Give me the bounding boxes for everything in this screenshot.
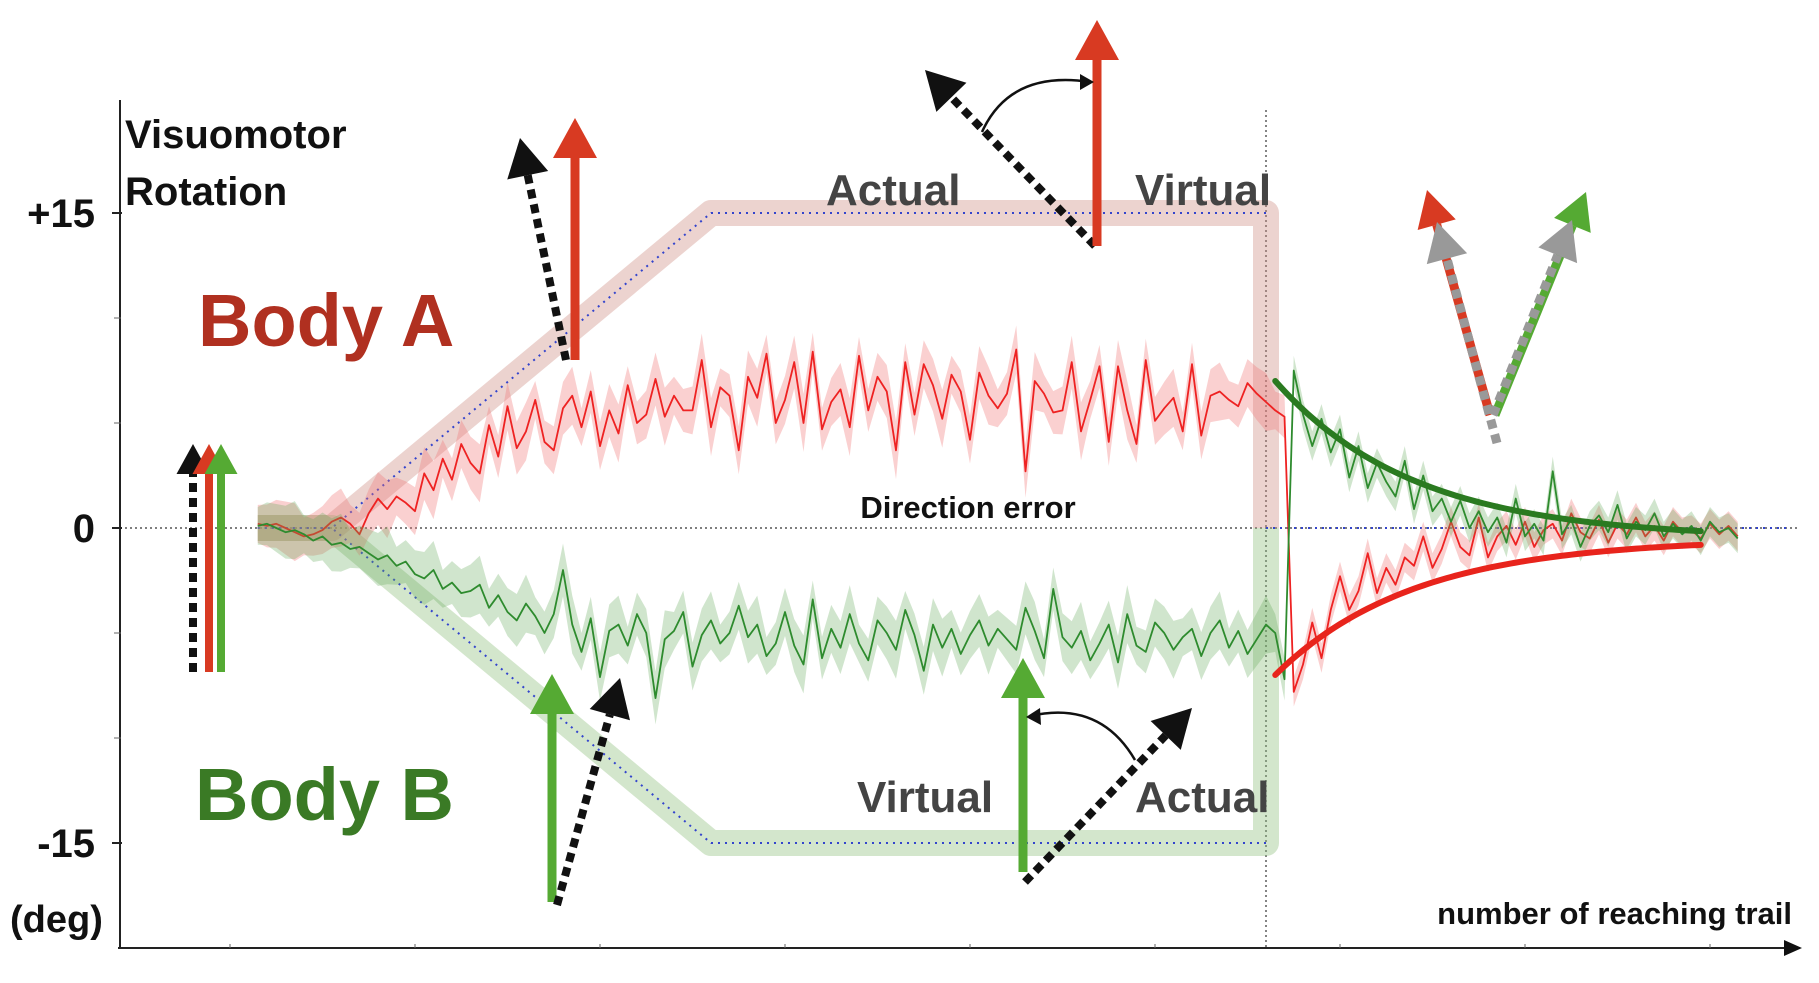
arrowhead (589, 678, 630, 721)
body-a-virtual-label: Virtual (1135, 166, 1271, 215)
y-tick-label: -15 (37, 822, 95, 866)
washout-actual-arrow-a (1426, 222, 1502, 445)
body-a-ramp-virtual-arrow (553, 118, 597, 360)
arrowhead (1538, 220, 1578, 264)
y-tick-label: 0 (73, 507, 95, 551)
arrowhead (530, 674, 574, 714)
arrow-shaft (553, 713, 614, 907)
arrow-shaft (1488, 253, 1562, 417)
body-a-actual-label: Actual (826, 166, 960, 215)
body-b-plateau-virtual-arrow (1001, 658, 1045, 872)
body-a-exponential-fit (1272, 541, 1704, 678)
body-a-plateau-virtual-arrow (1075, 20, 1119, 246)
body-b-virtual-label: Virtual (857, 773, 993, 822)
arrowhead (1150, 708, 1192, 750)
body-b-ramp-actual-arrow (553, 678, 630, 907)
arrowhead (925, 70, 967, 112)
x-axis-label: number of reaching trail (1437, 896, 1792, 931)
body-b-label: Body B (195, 753, 454, 836)
y-tick-label: +15 (27, 192, 95, 236)
start-actual-arrow (176, 444, 210, 672)
body-a-ramp-actual-arrow (507, 138, 570, 361)
body-b-rotation-curve (1029, 711, 1137, 761)
arrowhead (507, 138, 549, 180)
arrowhead (553, 118, 597, 158)
body-b-rotation-curve-head (1026, 708, 1041, 725)
arrowhead (1554, 192, 1591, 233)
body-b-actual-label: Actual (1135, 773, 1269, 822)
y-unit-label: (deg) (10, 899, 103, 941)
start-body-b-arrow (204, 444, 238, 672)
body-a-mean-line (257, 348, 1739, 693)
y-axis-label-line2: Rotation (125, 170, 287, 214)
arrowhead (1075, 20, 1119, 60)
body-b-mean-line (257, 369, 1739, 699)
body-a-rotation-curve (980, 78, 1091, 133)
body-b-plateau-actual-arrow (1022, 708, 1192, 885)
arrowhead (1426, 222, 1468, 265)
body-a-error-band (257, 325, 1738, 707)
washout-actual-arrow-b (1488, 220, 1578, 417)
arrow-shaft (948, 94, 1098, 249)
y-axis-label-line1: Visuomotor (125, 113, 347, 157)
body-b-error-band (257, 355, 1738, 725)
body-b-rotation-schedule (257, 527, 1266, 844)
direction-error-label: Direction error (860, 490, 1075, 525)
arrowhead (1001, 658, 1045, 698)
body-b-exponential-fit (1272, 378, 1704, 535)
body-a-plateau-actual-arrow (925, 70, 1098, 249)
body-a-rotation-curve-head (1080, 74, 1094, 90)
arrow-shaft (1022, 732, 1169, 885)
arrow-shaft (523, 174, 570, 361)
body-a-label: Body A (198, 279, 454, 362)
arrow-shaft (1442, 257, 1502, 445)
arrowhead (204, 444, 238, 474)
arrowhead (1417, 190, 1456, 231)
body-b-ramp-virtual-arrow (530, 674, 574, 902)
x-axis-arrowhead (1784, 940, 1802, 956)
